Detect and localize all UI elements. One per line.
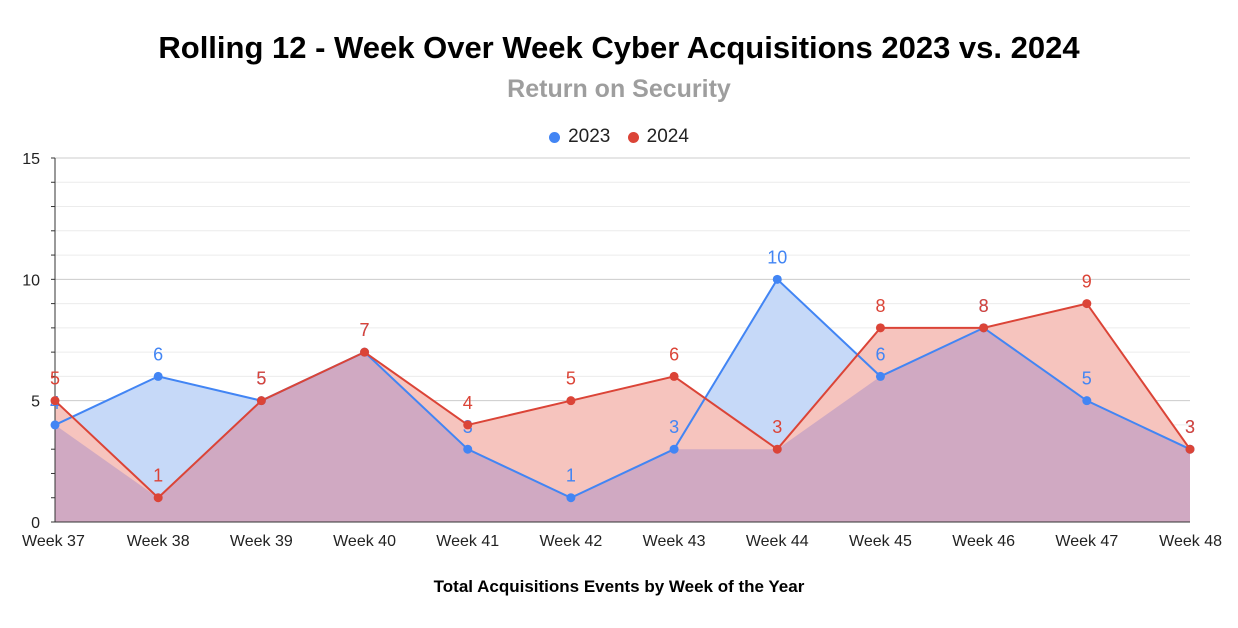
point-2023 xyxy=(566,493,576,503)
point-2023 xyxy=(50,420,60,430)
x-tick-label: Week 46 xyxy=(952,533,1015,550)
point-2024 xyxy=(256,396,266,406)
point-2024 xyxy=(153,493,163,503)
legend-marker-2023 xyxy=(549,131,561,143)
chart-title: Rolling 12 - Week Over Week Cyber Acquis… xyxy=(158,30,1080,65)
legend-item-2024[interactable]: 2024 xyxy=(627,126,689,148)
data-label-2023: 3 xyxy=(669,417,679,437)
data-label-2023: 5 xyxy=(256,369,266,389)
point-2023 xyxy=(1082,396,1092,406)
x-tick-label: Week 45 xyxy=(849,533,912,550)
point-2024 xyxy=(875,323,885,333)
point-2024 xyxy=(360,347,370,357)
data-label-2024: 7 xyxy=(360,320,370,340)
y-tick-label: 15 xyxy=(22,151,40,168)
point-2023 xyxy=(772,274,782,284)
y-tick-label: 5 xyxy=(31,394,40,411)
point-2023 xyxy=(463,444,473,454)
data-label-2023: 7 xyxy=(360,320,370,340)
data-label-2023: 10 xyxy=(767,247,787,267)
y-tick-label: 0 xyxy=(31,515,40,532)
data-label-2024: 5 xyxy=(256,369,266,389)
x-tick-label: Week 41 xyxy=(436,533,499,550)
x-tick-label: Week 42 xyxy=(539,533,602,550)
point-2024 xyxy=(1082,299,1092,309)
x-tick-label: Week 39 xyxy=(230,533,293,550)
x-tick-label: Week 43 xyxy=(643,533,706,550)
data-label-2024: 9 xyxy=(1082,272,1092,292)
point-2023 xyxy=(153,371,163,381)
point-2024 xyxy=(566,396,576,406)
data-label-2023: 8 xyxy=(979,296,989,316)
x-tick-label: Week 40 xyxy=(333,533,396,550)
point-2023 xyxy=(875,371,885,381)
data-label-2024: 4 xyxy=(463,393,473,413)
data-label-2024: 5 xyxy=(50,369,60,389)
x-tick-label: Week 47 xyxy=(1055,533,1118,550)
data-label-2023: 6 xyxy=(153,344,163,364)
area-overlap xyxy=(55,327,1190,522)
data-label-2024: 6 xyxy=(669,344,679,364)
legend-marker-2024 xyxy=(627,131,639,143)
legend-label-2023: 2023 xyxy=(568,126,611,147)
data-label-2024: 8 xyxy=(875,296,885,316)
data-label-2023: 3 xyxy=(1185,417,1195,437)
x-axis-title: Total Acquisitions Events by Week of the… xyxy=(433,577,805,596)
legend-item-2023[interactable]: 2023 xyxy=(549,126,610,148)
legend-label-2024: 2024 xyxy=(646,126,689,147)
point-2024 xyxy=(772,444,782,454)
point-2024 xyxy=(50,396,60,406)
point-2024 xyxy=(1185,444,1195,454)
data-label-2024: 1 xyxy=(153,466,163,486)
data-label-2024: 3 xyxy=(772,417,782,437)
data-label-2023: 5 xyxy=(1082,369,1092,389)
point-2023 xyxy=(669,444,679,454)
y-tick-label: 10 xyxy=(22,272,40,289)
x-tick-label: Week 44 xyxy=(746,533,809,550)
line-2023 xyxy=(54,277,1191,499)
chart-legend: 2023 2024 xyxy=(0,126,1238,149)
x-tick-label: Week 38 xyxy=(127,533,190,550)
data-label-2024: 5 xyxy=(566,369,576,389)
data-label-2023: 1 xyxy=(566,466,576,486)
x-tick-label: Week 48 xyxy=(1159,533,1222,550)
point-2024 xyxy=(669,371,679,381)
point-2024 xyxy=(463,420,473,430)
chart-subtitle: Return on Security xyxy=(507,75,731,103)
data-label-2023: 6 xyxy=(875,344,885,364)
line-2024 xyxy=(54,302,1191,500)
point-2024 xyxy=(979,323,989,333)
data-label-2024: 8 xyxy=(979,296,989,316)
x-tick-label: Week 37 xyxy=(22,533,85,550)
data-label-2024: 3 xyxy=(1185,417,1195,437)
